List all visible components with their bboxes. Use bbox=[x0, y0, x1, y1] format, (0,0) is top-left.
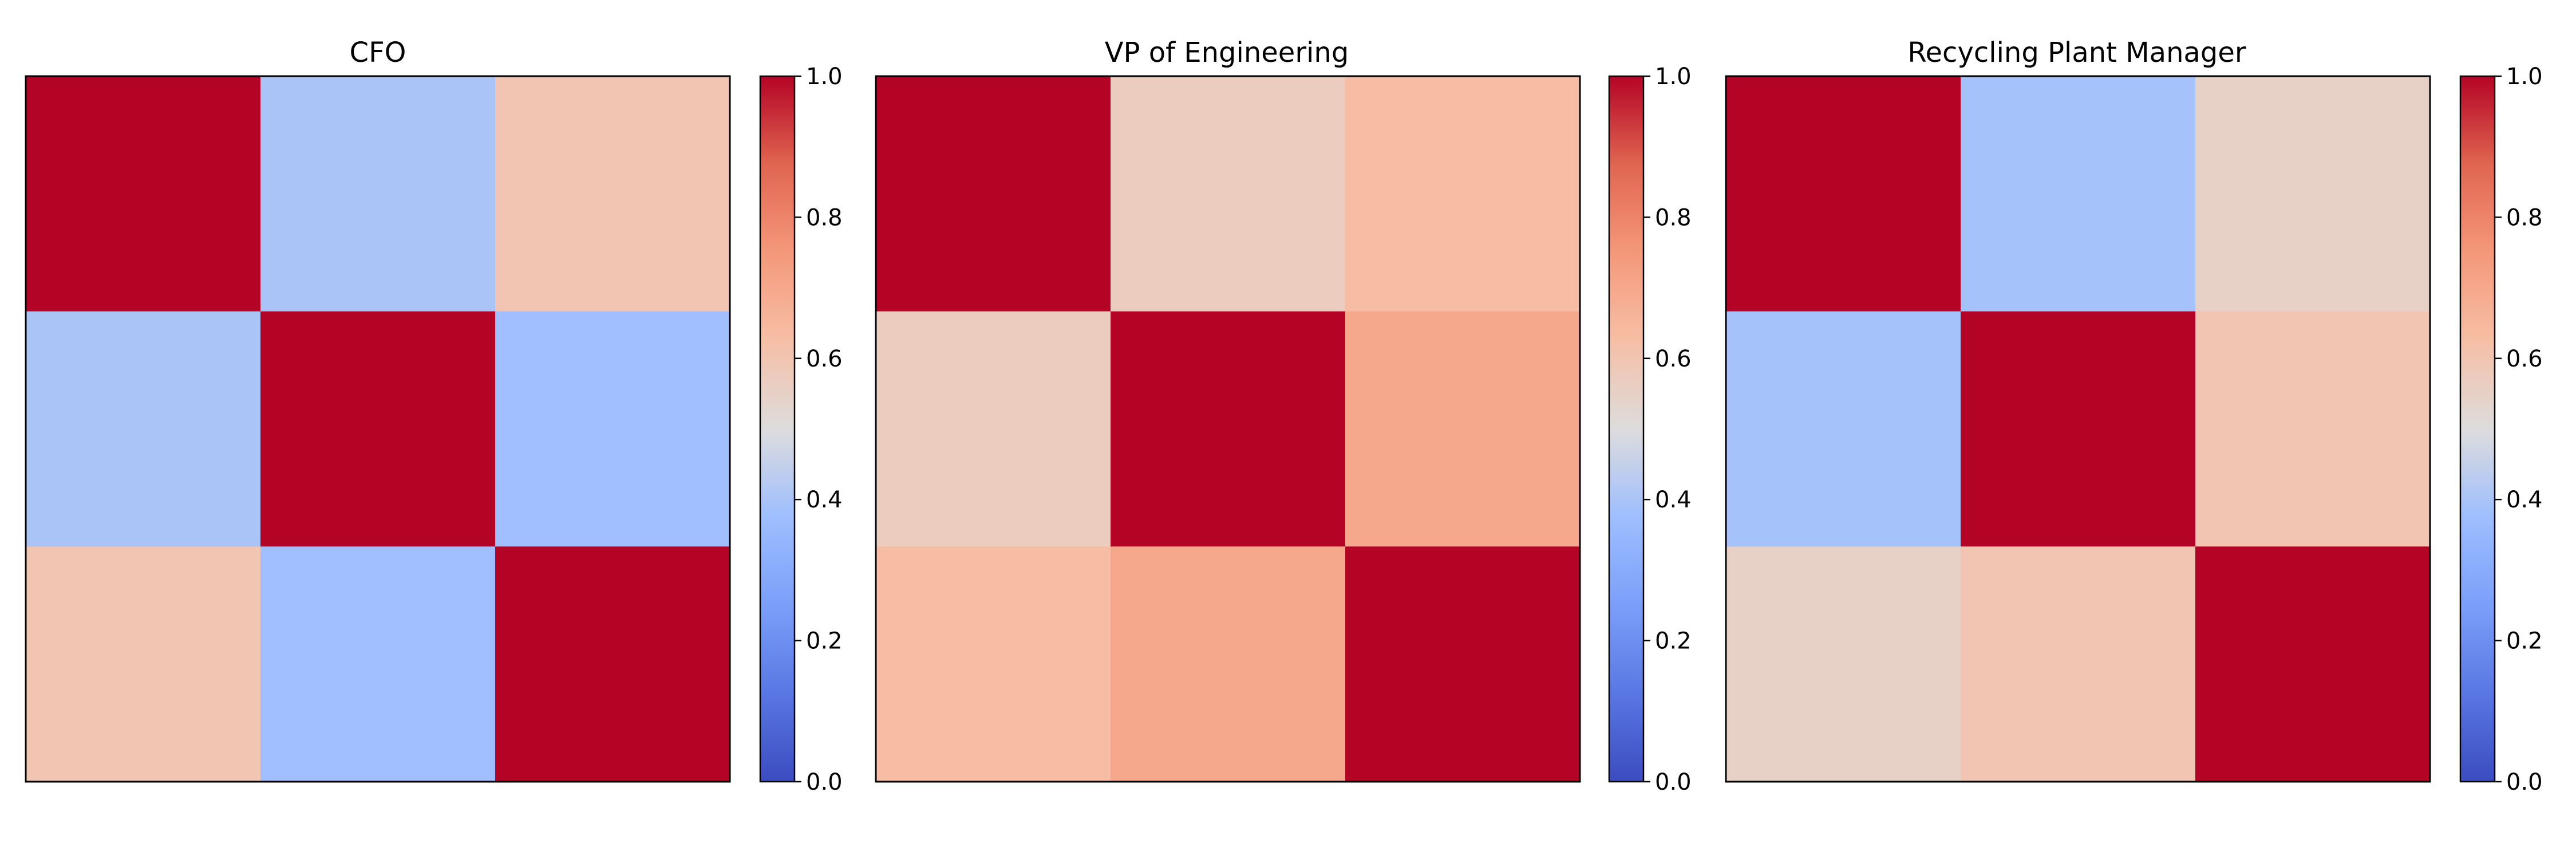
colorbar-tick-label: 0.4 bbox=[1655, 487, 1692, 513]
heatmap-cell-r2-c2 bbox=[2195, 546, 2431, 782]
colorbar: 0.0 0.2 0.4 0.6 0.8 1.0 bbox=[759, 64, 843, 795]
heatmap-cells bbox=[1726, 76, 2431, 782]
heatmap-cell-r0-c1 bbox=[1961, 76, 2196, 312]
colorbar-tick-label: 0.2 bbox=[1655, 628, 1692, 655]
colorbar-tick-label: 0.2 bbox=[2506, 628, 2543, 655]
heatmap-cell-r1-c1 bbox=[1961, 311, 2196, 547]
heatmap-cell-r2-c1 bbox=[260, 546, 496, 782]
colorbar-ticks: 0.0 0.2 0.4 0.6 0.8 1.0 bbox=[795, 64, 843, 795]
colorbar: 0.0 0.2 0.4 0.6 0.8 1.0 bbox=[2459, 64, 2543, 795]
chart-title: Recycling Plant Manager bbox=[1907, 37, 2246, 69]
heatmap-cell-r1-c1 bbox=[1111, 311, 1346, 547]
colorbar-tick-label: 0.6 bbox=[1655, 346, 1692, 372]
colorbar-gradient bbox=[2459, 75, 2496, 783]
heatmap-cell-r1-c2 bbox=[495, 311, 730, 547]
heatmap-cell-r0-c2 bbox=[2195, 76, 2431, 312]
colorbar-tick-label: 0.8 bbox=[2506, 204, 2543, 231]
colorbar-tick-label: 1.0 bbox=[806, 64, 843, 90]
colorbar: 0.0 0.2 0.4 0.6 0.8 1.0 bbox=[1608, 64, 1692, 795]
heatmap-panel-vp-of-engineering: VP of Engineering 0.0 0.2 0.4 0.6 0.8 1.0 bbox=[875, 37, 1692, 795]
colorbar-tick-label: 0.0 bbox=[2506, 769, 2543, 795]
heatmap-cell-r1-c2 bbox=[2195, 311, 2431, 547]
colorbar-ticks: 0.0 0.2 0.4 0.6 0.8 1.0 bbox=[1643, 64, 1692, 795]
heatmap-cell-r1-c0 bbox=[876, 311, 1111, 547]
heatmap-cell-r1-c1 bbox=[260, 311, 496, 547]
heatmap-cell-r2-c1 bbox=[1111, 546, 1346, 782]
heatmap-cell-r2-c0 bbox=[26, 546, 261, 782]
colorbar-tick-label: 0.6 bbox=[2506, 346, 2543, 372]
heatmap-cells bbox=[26, 76, 730, 782]
colorbar-tick-label: 0.8 bbox=[1655, 204, 1692, 231]
heatmap-cell-r0-c1 bbox=[260, 76, 496, 312]
colorbar-tick-label: 1.0 bbox=[2506, 64, 2543, 90]
heatmap-cell-r2-c2 bbox=[1345, 546, 1581, 782]
heatmap-cell-r0-c0 bbox=[876, 76, 1111, 312]
heatmap-panel-cfo: CFO 0.0 0.2 0.4 0.6 0.8 1.0 bbox=[25, 37, 843, 795]
heatmap-cell-r0-c1 bbox=[1111, 76, 1346, 312]
heatmap-cell-r1-c0 bbox=[1726, 311, 1961, 547]
heatmap-cells bbox=[876, 76, 1581, 782]
heatmap-cell-r0-c0 bbox=[26, 76, 261, 312]
heatmap-cell-r0-c2 bbox=[1345, 76, 1581, 312]
colorbar-gradient bbox=[1608, 75, 1645, 783]
chart-title: CFO bbox=[350, 37, 406, 69]
colorbar-tick-label: 0.0 bbox=[806, 769, 843, 795]
heatmap-frame bbox=[1725, 75, 2431, 783]
heatmap-cell-r1-c2 bbox=[1345, 311, 1581, 547]
colorbar-tick-label: 0.8 bbox=[806, 204, 843, 231]
colorbar-tick-label: 0.4 bbox=[2506, 487, 2543, 513]
colorbar-gradient bbox=[759, 75, 796, 783]
heatmap-cell-r2-c1 bbox=[1961, 546, 2196, 782]
colorbar-ticks: 0.0 0.2 0.4 0.6 0.8 1.0 bbox=[2495, 64, 2543, 795]
heatmap-cell-r0-c2 bbox=[495, 76, 730, 312]
heatmap-panel-recycling-plant-manager: Recycling Plant Manager 0.0 0.2 0.4 0.6 0.8 1… bbox=[1725, 37, 2543, 795]
heatmap-cell-r1-c0 bbox=[26, 311, 261, 547]
colorbar-tick-label: 1.0 bbox=[1655, 64, 1692, 90]
colorbar-tick-label: 0.6 bbox=[806, 346, 843, 372]
colorbar-tick-label: 0.0 bbox=[1655, 769, 1692, 795]
chart-title: VP of Engineering bbox=[1105, 37, 1349, 69]
heatmap-cell-r2-c0 bbox=[1726, 546, 1961, 782]
heatmap-cell-r0-c0 bbox=[1726, 76, 1961, 312]
colorbar-tick-label: 0.2 bbox=[806, 628, 843, 655]
heatmap-frame bbox=[25, 75, 731, 783]
colorbar-tick-label: 0.4 bbox=[806, 487, 843, 513]
heatmap-cell-r2-c0 bbox=[876, 546, 1111, 782]
heatmap-cell-r2-c2 bbox=[495, 546, 730, 782]
heatmap-frame bbox=[875, 75, 1581, 783]
